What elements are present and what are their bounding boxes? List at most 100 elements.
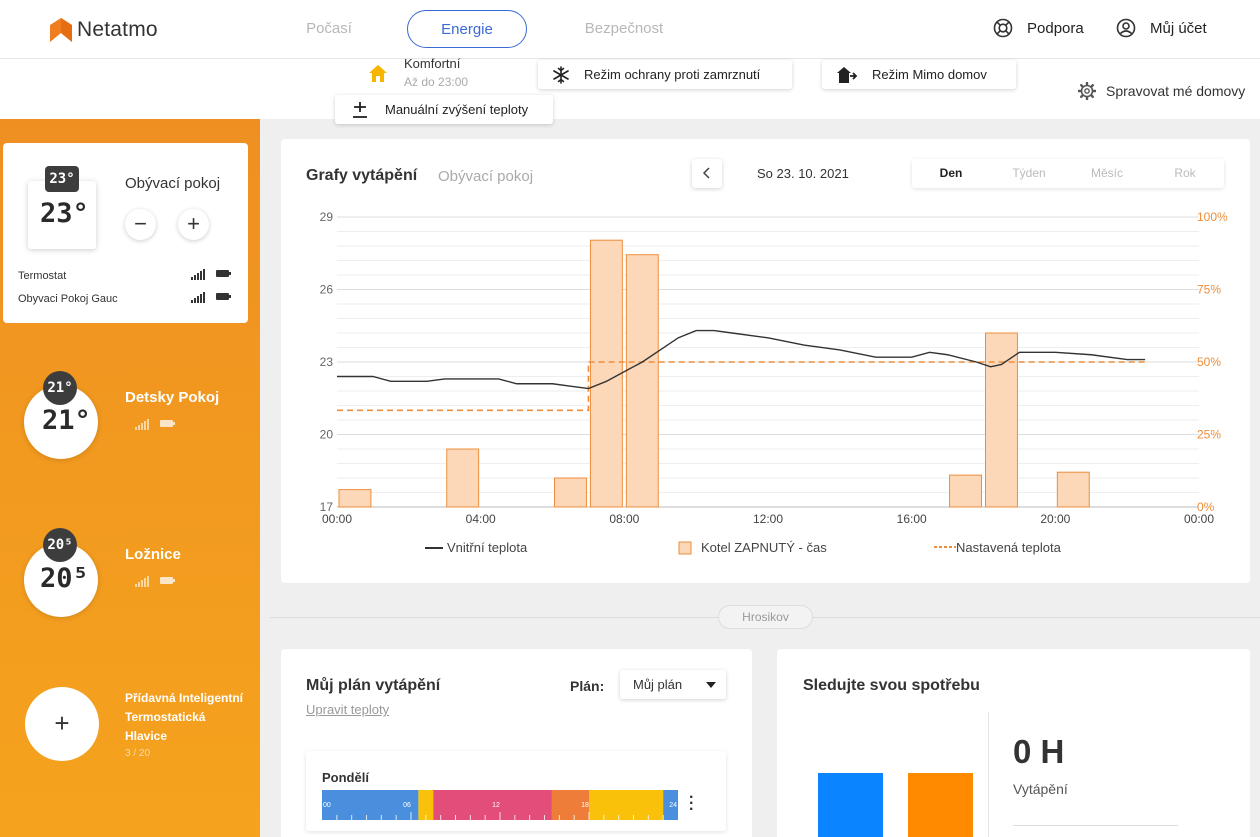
period-month[interactable]: Měsíc xyxy=(1090,166,1123,180)
plan-select[interactable]: Můj plán xyxy=(620,670,726,699)
add-valve-label[interactable]: Přídavná Inteligentní Termostatická Hlav… xyxy=(125,691,244,743)
room-name: Obývací pokoj xyxy=(125,175,221,192)
y2-tick-label: 25% xyxy=(1197,428,1221,442)
boiler-bar xyxy=(589,239,623,508)
consumption-label: Vytápění xyxy=(1013,781,1068,797)
day-name: Pondělí xyxy=(322,770,369,785)
period-week[interactable]: Týden xyxy=(1012,166,1046,180)
consumption-card: Sledujte svou spotřebu 0 H Vytápění xyxy=(777,649,1250,837)
boiler-bar xyxy=(554,477,587,508)
schedule-segment xyxy=(551,790,589,820)
room-card-selected[interactable]: 23° 23° Obývací pokoj − + Termostat Obyv… xyxy=(3,143,248,323)
user-circle-icon xyxy=(1116,18,1136,38)
signal-icon xyxy=(191,269,205,280)
x-tick-label: 12:00 xyxy=(753,512,783,526)
boiler-bar xyxy=(446,448,480,508)
tab-security[interactable]: Bezpečnost xyxy=(584,20,664,37)
top-navigation: Netatmo Počasí Energie Bezpečnost Podpor… xyxy=(0,0,1260,59)
decrease-temp-button[interactable]: − xyxy=(125,209,156,240)
legend-label: Nastavená teplota xyxy=(956,540,1062,555)
battery-icon xyxy=(216,293,231,300)
snowflake-icon xyxy=(553,65,569,84)
plan-select-value: Můj plán xyxy=(633,677,683,692)
y2-tick-label: 50% xyxy=(1197,355,1221,369)
heating-chart-card: Grafy vytápění Obývací pokoj So 23. 10. … xyxy=(281,139,1250,583)
manual-boost-button[interactable]: Manuální zvýšení teploty xyxy=(335,95,553,124)
previous-day-button[interactable] xyxy=(692,159,722,188)
room-temp-badge: 21° xyxy=(43,371,77,405)
plan-title: Můj plán vytápění xyxy=(306,677,441,694)
y-tick-label: 23 xyxy=(320,355,334,369)
schedule-segment xyxy=(433,790,552,820)
period-day[interactable]: Den xyxy=(939,166,963,180)
frost-protection-button[interactable]: Režim ochrany proti zamrznutí xyxy=(538,60,792,89)
support-link[interactable]: Podpora xyxy=(993,18,1084,38)
schedule-hour-label: 18 xyxy=(581,802,589,809)
day-schedule[interactable]: Pondělí 00 06 12 18 24 · · · xyxy=(306,751,726,831)
schedule-segment xyxy=(322,790,419,820)
room-temp-badge: 20⁵ xyxy=(43,528,77,562)
gear-icon xyxy=(1078,82,1096,100)
boiler-bar xyxy=(338,489,372,508)
tab-energy[interactable]: Energie xyxy=(407,10,527,48)
battery-icon xyxy=(216,270,231,277)
add-valve-button[interactable]: + xyxy=(25,687,99,761)
schedule-hour-label: 12 xyxy=(492,802,500,809)
increase-temp-button[interactable]: + xyxy=(178,209,209,240)
legend-label: Vnitřní teplota xyxy=(447,540,528,555)
account-link[interactable]: Můj účet xyxy=(1116,18,1207,38)
schedule-segment xyxy=(589,790,664,820)
lifebuoy-icon xyxy=(993,18,1013,38)
valve-count: 3 / 20 xyxy=(125,748,151,759)
x-tick-label: 16:00 xyxy=(897,512,927,526)
frost-protection-label: Režim ochrany proti zamrznutí xyxy=(584,67,761,82)
consumption-bar xyxy=(818,773,883,837)
schedule-timeline[interactable]: 00 06 12 18 24 xyxy=(322,790,678,820)
x-tick-label: 00:00 xyxy=(1184,512,1214,526)
chart-date: So 23. 10. 2021 xyxy=(757,166,849,181)
y-tick-label: 20 xyxy=(320,428,334,442)
thermostat-tile xyxy=(28,181,96,249)
plus-minus-icon xyxy=(353,101,367,118)
x-tick-label: 04:00 xyxy=(466,512,496,526)
schedule-segment xyxy=(418,790,434,820)
comfort-until: Až do 23:00 xyxy=(404,75,469,89)
netatmo-logo-icon xyxy=(50,18,72,42)
y-tick-label: 29 xyxy=(320,210,334,224)
x-tick-label: 00:00 xyxy=(322,512,352,526)
y2-tick-label: 0% xyxy=(1197,500,1215,514)
x-tick-label: 20:00 xyxy=(1040,512,1070,526)
manual-boost-label: Manuální zvýšení teploty xyxy=(385,102,529,117)
x-tick-label: 08:00 xyxy=(609,512,639,526)
battery-icon xyxy=(160,420,175,427)
edit-temperatures-link[interactable]: Upravit teploty xyxy=(306,702,390,717)
schedule-hour-label: 24 xyxy=(669,802,677,809)
y-tick-label: 26 xyxy=(320,283,334,297)
y-tick-label: 17 xyxy=(320,500,334,514)
consumption-bar xyxy=(908,773,973,837)
schedule-segment xyxy=(663,790,678,820)
room-temp-big: 21° xyxy=(42,405,91,436)
away-mode-button[interactable]: Režim Mimo domov xyxy=(822,60,1016,89)
boiler-bar xyxy=(985,332,1018,508)
account-label: Můj účet xyxy=(1150,19,1207,37)
boiler-bar xyxy=(949,474,982,508)
away-mode-label: Režim Mimo domov xyxy=(872,67,987,82)
rooms-sidebar: 23° 23° Obývací pokoj − + Termostat Obyv… xyxy=(0,119,260,837)
y2-tick-label: 75% xyxy=(1197,283,1221,297)
heating-chart: 17 0% 20 25% 23 50% 26 75% 29 100% 00:00 04:00 08:00… xyxy=(320,210,1228,555)
consumption-title: Sledujte svou spotřebu xyxy=(803,677,980,694)
manage-homes-link[interactable]: Spravovat mé domovy xyxy=(1078,82,1245,100)
more-options-icon[interactable]: · · · xyxy=(689,789,695,818)
period-year[interactable]: Rok xyxy=(1174,166,1196,180)
battery-icon xyxy=(160,577,175,584)
chevron-left-icon xyxy=(702,167,710,179)
schedule-hour-label: 06 xyxy=(403,802,411,809)
chart-room-name: Obývací pokoj xyxy=(438,168,534,185)
period-selector: Den Týden Měsíc Rok xyxy=(912,159,1224,188)
caret-down-icon xyxy=(706,682,716,688)
schedule-hour-label: 00 xyxy=(323,802,331,809)
tab-weather[interactable]: Počasí xyxy=(306,20,352,37)
logo[interactable]: Netatmo xyxy=(50,18,158,42)
heating-plan-card: Můj plán vytápění Upravit teploty Plán: … xyxy=(281,649,752,837)
